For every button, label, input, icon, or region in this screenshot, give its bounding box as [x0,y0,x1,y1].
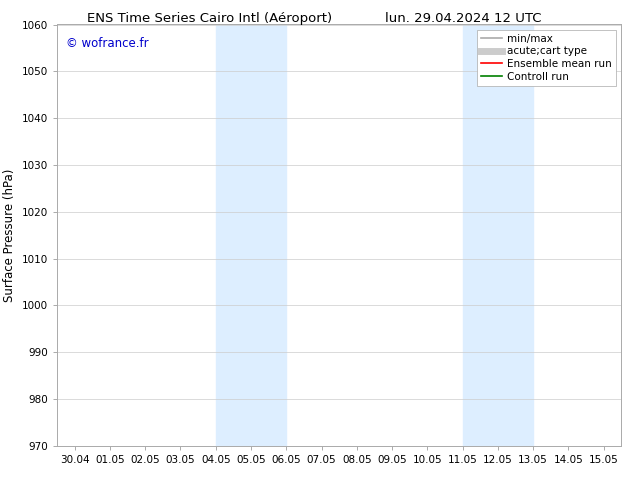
Legend: min/max, acute;cart type, Ensemble mean run, Controll run: min/max, acute;cart type, Ensemble mean … [477,30,616,86]
Text: © wofrance.fr: © wofrance.fr [65,37,148,50]
Bar [216,24,287,446]
Text: lun. 29.04.2024 12 UTC: lun. 29.04.2024 12 UTC [385,12,541,25]
Y-axis label: Surface Pressure (hPa): Surface Pressure (hPa) [3,169,16,302]
Text: ENS Time Series Cairo Intl (Aéroport): ENS Time Series Cairo Intl (Aéroport) [87,12,332,25]
Bar [463,24,533,446]
